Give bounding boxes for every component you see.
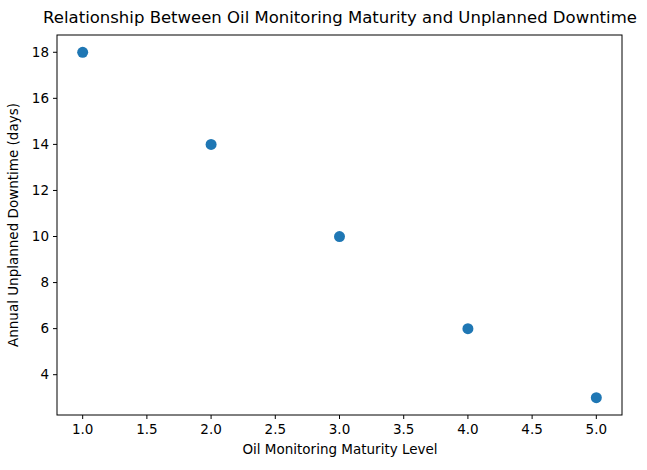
plot-area: 1.0 1.5 2.0 2.5 3.0 3.5 4.0 4.5 5.0 4 6 8 10 12 14 16 18 [0, 0, 647, 470]
y-tick-label: 4 [40, 366, 49, 382]
x-tick-label: 2.0 [200, 421, 221, 437]
x-tick-label: 5.0 [586, 421, 607, 437]
x-tick-label: 3.5 [393, 421, 414, 437]
x-tick-label: 3.0 [329, 421, 350, 437]
y-tick-label: 18 [32, 44, 49, 60]
x-tick-label: 2.5 [265, 421, 286, 437]
data-point [334, 231, 345, 242]
y-tick-label: 6 [40, 320, 49, 336]
scatter-plot-figure: Relationship Between Oil Monitoring Matu… [0, 0, 647, 470]
x-tick-label: 1.0 [72, 421, 93, 437]
y-tick-label: 12 [32, 182, 49, 198]
y-tick-label: 14 [32, 136, 49, 152]
y-tick-label: 8 [40, 274, 49, 290]
data-point [77, 47, 88, 58]
x-tick-label: 4.0 [457, 421, 478, 437]
x-tick-label: 4.5 [521, 421, 542, 437]
y-tick-label: 16 [32, 90, 49, 106]
data-point [462, 323, 473, 334]
data-point [591, 392, 602, 403]
data-point [206, 139, 217, 150]
x-tick-label: 1.5 [136, 421, 157, 437]
y-tick-label: 10 [32, 228, 49, 244]
plot-frame [57, 35, 622, 415]
